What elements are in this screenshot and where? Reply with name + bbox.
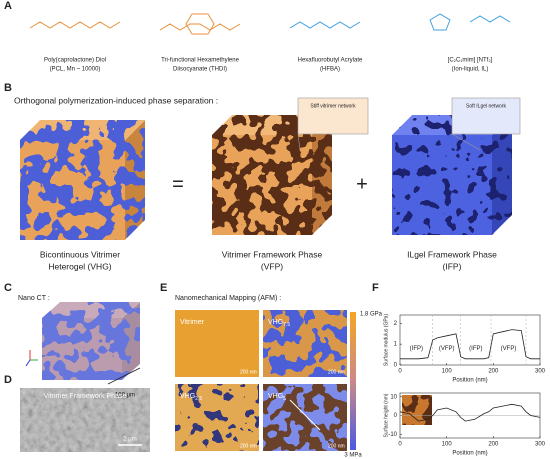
tile-subscript: 5 xyxy=(283,396,286,402)
phase-name: ILgel Framework Phase xyxy=(407,249,497,259)
compound-detail: (HFBA) xyxy=(320,67,340,73)
operator: + xyxy=(356,173,368,195)
scale-label: 200 nm xyxy=(240,369,257,375)
callouts xyxy=(297,97,521,151)
tile-label: VHG2.5 xyxy=(180,393,202,402)
afm-inset xyxy=(402,395,432,425)
y-tick-label: 0 xyxy=(394,363,398,369)
compound-name: [C₂C₁mim] [NTf₂] xyxy=(448,58,493,64)
colorbar-label: 1.8 GPa xyxy=(360,312,383,318)
tile-label: VHG7.5 xyxy=(268,319,290,328)
tile-name: VHG xyxy=(180,393,195,400)
operator: = xyxy=(172,173,184,195)
tile-name: Vitrimer xyxy=(180,319,205,326)
scale-label: 200 nm xyxy=(240,443,257,449)
tile-label: VHG5 xyxy=(268,393,286,402)
x-axis-label: Position (nm) xyxy=(452,378,487,384)
afm-tiles xyxy=(175,310,347,451)
tile-subscript: 7.5 xyxy=(283,322,290,328)
region-label: (VFP) xyxy=(501,346,517,352)
y-tick-label: 2 xyxy=(394,321,398,327)
chemical-structures xyxy=(29,13,511,35)
tile-label: Vitrimer xyxy=(180,319,205,326)
sem-image xyxy=(20,388,150,452)
callout-label: Soft ILgel network xyxy=(466,103,507,109)
panel-title: Nano CT : xyxy=(18,295,50,302)
x-tick-label: 300 xyxy=(535,442,546,448)
x-tick-label: 200 xyxy=(488,442,499,448)
vhg-cube xyxy=(20,120,145,240)
y-tick-label: -10 xyxy=(388,432,397,438)
x-axis-label: Position (nm) xyxy=(452,451,487,457)
phase-detail: (VFP) xyxy=(261,261,283,271)
scale-label: 2 μm xyxy=(123,437,136,443)
y-tick-label: 1 xyxy=(394,342,398,348)
nano-ct-cube xyxy=(25,302,141,385)
region-label: (IFP) xyxy=(469,346,482,352)
panel-label: F xyxy=(372,282,379,294)
x-tick-label: 100 xyxy=(442,442,453,448)
y-axis-label: Surface height (nm) xyxy=(383,393,389,437)
compound-name: Hexafluorobutyl Acrylate xyxy=(298,58,363,64)
phase-name: Bicontinuous Vitrimer xyxy=(40,249,120,259)
x-tick-label: 0 xyxy=(398,442,402,448)
compound-name: Tri-functional Hexamethylene xyxy=(161,58,239,64)
compound-name: Poly(caprolactone) Diol xyxy=(44,58,106,64)
x-tick-label: 300 xyxy=(535,369,546,375)
y-tick-label: 0 xyxy=(394,413,398,419)
region-label: (VFP) xyxy=(439,346,455,352)
y-tick-label: 10 xyxy=(390,394,397,400)
panel-title: Nanomechanical Mapping (AFM) : xyxy=(175,295,281,302)
x-tick-label: 200 xyxy=(488,369,499,375)
y-axis-label: Surface modulus (GPa) xyxy=(383,314,389,367)
colorbar-label: 3 MPa xyxy=(344,453,362,459)
tile-subscript: 2.5 xyxy=(195,396,202,402)
compound-detail: (Ion-liquid, IL) xyxy=(452,67,489,73)
plot-frame xyxy=(399,314,541,366)
x-tick-label: 0 xyxy=(398,369,402,375)
x-tick-label: 100 xyxy=(442,369,453,375)
profile-line xyxy=(399,403,541,422)
phase-detail: Heterogel (VHG) xyxy=(48,261,111,271)
compound-detail: Diisocyanate (THDI) xyxy=(173,67,227,73)
panel-title: Orthogonal polymerization-induced phase … xyxy=(14,95,218,105)
image-caption: Vitrimer Framework Phase xyxy=(44,393,127,400)
panel-label: B xyxy=(4,82,12,94)
scale-label: 200 nm xyxy=(328,443,345,449)
panel-label: C xyxy=(4,282,12,294)
scale-label: 100 μm xyxy=(115,393,135,399)
tile-name: VHG xyxy=(268,319,283,326)
profile-line xyxy=(400,329,540,360)
tile-name: VHG xyxy=(268,393,283,400)
phase-detail: (IFP) xyxy=(443,261,462,271)
panel-label: E xyxy=(160,282,167,294)
phase-name: Vitrimer Framework Phase xyxy=(222,249,323,259)
scale-label: 200 nm xyxy=(328,369,345,375)
colorbar xyxy=(350,312,356,450)
panel-label: D xyxy=(4,374,12,386)
region-label: (IFP) xyxy=(410,346,423,352)
compound-detail: (PCL, Mn ~ 10000) xyxy=(50,67,101,73)
panel-label: A xyxy=(4,0,12,12)
callout-label: Stiff vitrimer network xyxy=(310,103,356,109)
